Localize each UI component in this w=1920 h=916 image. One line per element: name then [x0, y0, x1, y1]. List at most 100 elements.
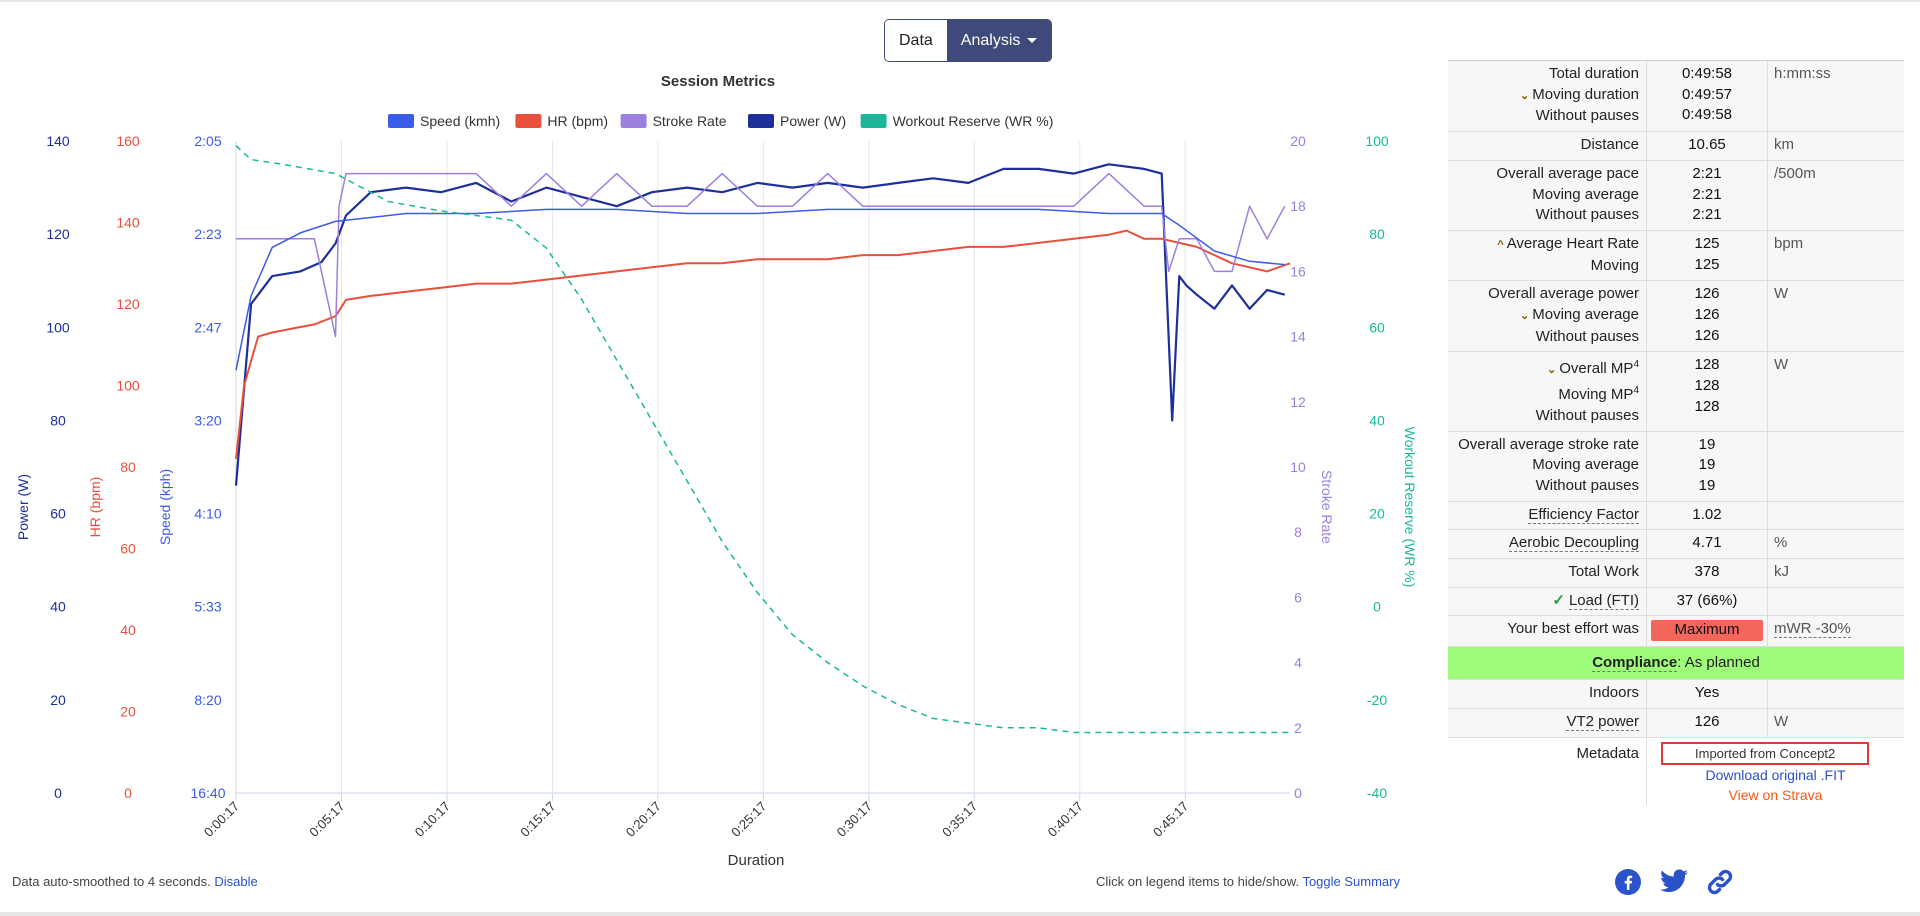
value: 125 [1694, 234, 1720, 252]
stroke-tick-label: 16 [1290, 263, 1306, 279]
unit-distance: km [1774, 136, 1794, 154]
effort-unit-cell: mWR -30% [1768, 616, 1904, 646]
value: 0:49:58 [1681, 65, 1733, 82]
twitter-icon[interactable] [1658, 866, 1690, 898]
hr-tick-label: 0 [124, 785, 132, 801]
speed-tick-label: 2:05 [194, 133, 221, 149]
wr-tick-label: 0 [1373, 599, 1381, 615]
unit-mp: W [1774, 356, 1789, 374]
hr-tick-label: 100 [116, 378, 140, 394]
label: Average Heart Rate [1506, 234, 1639, 252]
mwr-value[interactable]: mWR -30% [1774, 620, 1851, 639]
chevron-down-icon: ⌄ [1547, 364, 1557, 377]
power-tick-label: 40 [50, 599, 66, 615]
legend-label: Workout Reserve (WR %) [893, 113, 1054, 129]
bottom-border [0, 912, 1920, 916]
summary-row-distance: Distance 10.65 km [1448, 131, 1904, 160]
label-aerobic-decoupling[interactable]: Aerobic Decoupling [1508, 534, 1639, 553]
pace-labels: Overall average pace Moving average Withou… [1448, 160, 1647, 230]
power-moving-wrap[interactable]: ⌄ Moving average [1452, 305, 1639, 327]
footnote-sup: 4 [1633, 385, 1639, 397]
label-without-pauses: Without pauses [1535, 107, 1639, 125]
chevron-up-icon: ^ [1497, 238, 1504, 251]
toggle-summary-link[interactable]: Toggle Summary [1302, 874, 1400, 889]
analysis-dropdown-button[interactable]: Analysis [946, 20, 1052, 61]
label: Moving average [1532, 185, 1639, 203]
legend-item[interactable]: Power (W) [748, 113, 846, 129]
label: Moving average [1532, 306, 1639, 324]
power-tick-label: 140 [46, 133, 70, 149]
label: Overall average pace [1496, 164, 1639, 182]
hr-tick-label: 60 [120, 541, 136, 557]
vt2-label-cell: VT2 power [1448, 708, 1647, 737]
power-tick-label: 120 [46, 226, 70, 242]
duration-values: 0:49:58 0:49:57 0:49:58 [1647, 61, 1768, 132]
label: Without pauses [1535, 406, 1639, 424]
value-load: 37 (66%) [1647, 587, 1768, 616]
x-axis-title: Duration [728, 852, 785, 869]
view-toggle: Data Analysis [884, 19, 1053, 62]
wr-axis-title: Workout Reserve (WR %) [1402, 427, 1418, 588]
compliance-label[interactable]: Compliance [1592, 654, 1678, 673]
value: 125 [1694, 255, 1720, 273]
x-tick-label: 0:30:17 [834, 799, 875, 840]
link-icon[interactable] [1704, 866, 1736, 898]
legend-hint-text: Click on legend items to hide/show. [1096, 874, 1300, 889]
label-load[interactable]: Load (FTI) [1568, 591, 1639, 610]
summary-row-ef: Efficiency Factor 1.02 [1448, 500, 1904, 530]
summary-table: Total duration ⌄ Moving duration Without pa… [1448, 60, 1904, 805]
plot-area [234, 145, 1291, 734]
legend-swatch [515, 114, 542, 128]
chart-legend: Speed (kmh) HR (bpm) Stroke Rate Power (W) W… [388, 113, 1053, 129]
label: Overall average stroke rate [1458, 435, 1639, 453]
facebook-icon[interactable] [1612, 866, 1644, 898]
value-vt2: 126 [1647, 708, 1768, 737]
stroke-tick-label: 12 [1290, 394, 1306, 410]
x-tick-label: 0:20:17 [623, 799, 664, 840]
chevron-down-icon: ⌄ [1520, 89, 1530, 102]
label: Moving average [1532, 456, 1639, 474]
unit-hr: bpm [1774, 234, 1804, 252]
hr-label-wrap[interactable]: ^ Average Heart Rate [1452, 234, 1639, 256]
hr-values: 125 125 [1647, 230, 1768, 281]
speed-tick-label: 8:20 [194, 692, 221, 708]
stroke-tick-label: 8 [1294, 524, 1302, 540]
label-best-effort: Your best effort was [1448, 616, 1647, 647]
legend-item[interactable]: HR (bpm) [515, 113, 608, 129]
data-tab-button[interactable]: Data [885, 20, 947, 61]
x-tick-label: 0:00:17 [201, 799, 242, 840]
value: 128 [1694, 356, 1720, 374]
value: 2:21 [1692, 164, 1722, 182]
power-tick-label: 80 [50, 412, 66, 428]
legend-item[interactable]: Workout Reserve (WR %) [860, 113, 1054, 129]
label-vt2[interactable]: VT2 power [1566, 712, 1639, 731]
legend-item[interactable]: Speed (kmh) [388, 113, 500, 129]
power-axis-title: Power (W) [15, 474, 31, 540]
speed-tick-label: 2:23 [194, 226, 221, 242]
label-moving-duration-wrap[interactable]: ⌄ Moving duration [1452, 85, 1639, 107]
x-tick-label: 0:10:17 [412, 799, 453, 840]
stroke-axis-title: Stroke Rate [1319, 470, 1335, 544]
legend-label: Stroke Rate [653, 113, 727, 129]
stroke-labels: Overall average stroke rate Moving averag… [1448, 431, 1647, 501]
legend-swatch [388, 114, 414, 128]
summary-row-mp: ⌄ Overall MP4 Moving MP4 Without pauses 128… [1448, 351, 1904, 431]
power-tick-label: 20 [50, 692, 66, 708]
summary-row-work: Total Work 378 kJ [1448, 558, 1904, 587]
strava-link[interactable]: View on Strava [1728, 786, 1823, 803]
hr-tick-label: 160 [116, 133, 140, 149]
stroke-values: 19 19 19 [1647, 431, 1768, 501]
analysis-label: Analysis [960, 31, 1021, 49]
label: Overall MP [1559, 360, 1634, 378]
wr-tick-label: -40 [1367, 785, 1387, 801]
download-fit-link[interactable]: Download original .FIT [1705, 766, 1846, 783]
hr-tick-label: 20 [120, 704, 136, 720]
legend-item[interactable]: Stroke Rate [620, 113, 727, 129]
disable-smoothing-link[interactable]: Disable [214, 874, 258, 889]
value-distance: 10.65 [1647, 132, 1768, 160]
label: Moving MP [1558, 386, 1634, 404]
mp-overall-wrap[interactable]: ⌄ Overall MP4 [1452, 355, 1639, 381]
label-efficiency-factor[interactable]: Efficiency Factor [1528, 505, 1639, 524]
legend-label: HR (bpm) [547, 113, 608, 129]
